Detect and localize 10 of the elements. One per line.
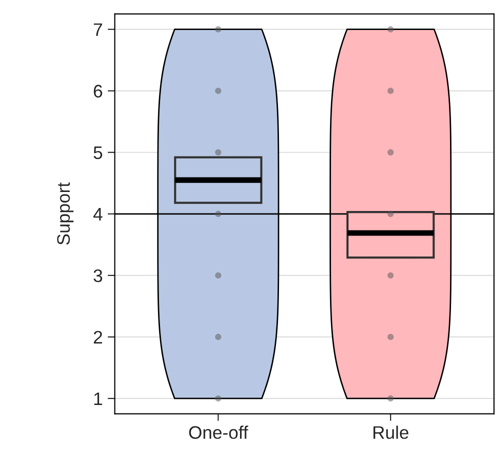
y-tick-label: 3: [94, 269, 102, 282]
y-tick-label: 7: [94, 23, 102, 36]
x-tick-label: One-off: [189, 426, 248, 439]
y-tick-label: 4: [93, 208, 102, 220]
y-tick-label: 2: [94, 330, 102, 344]
y-tick-label: 5: [94, 146, 102, 160]
x-tick-label: Rule: [373, 426, 408, 439]
y-axis-title: Support: [57, 182, 74, 245]
y-tick-label: 1: [94, 392, 102, 406]
y-tick-label: 6: [94, 84, 102, 98]
